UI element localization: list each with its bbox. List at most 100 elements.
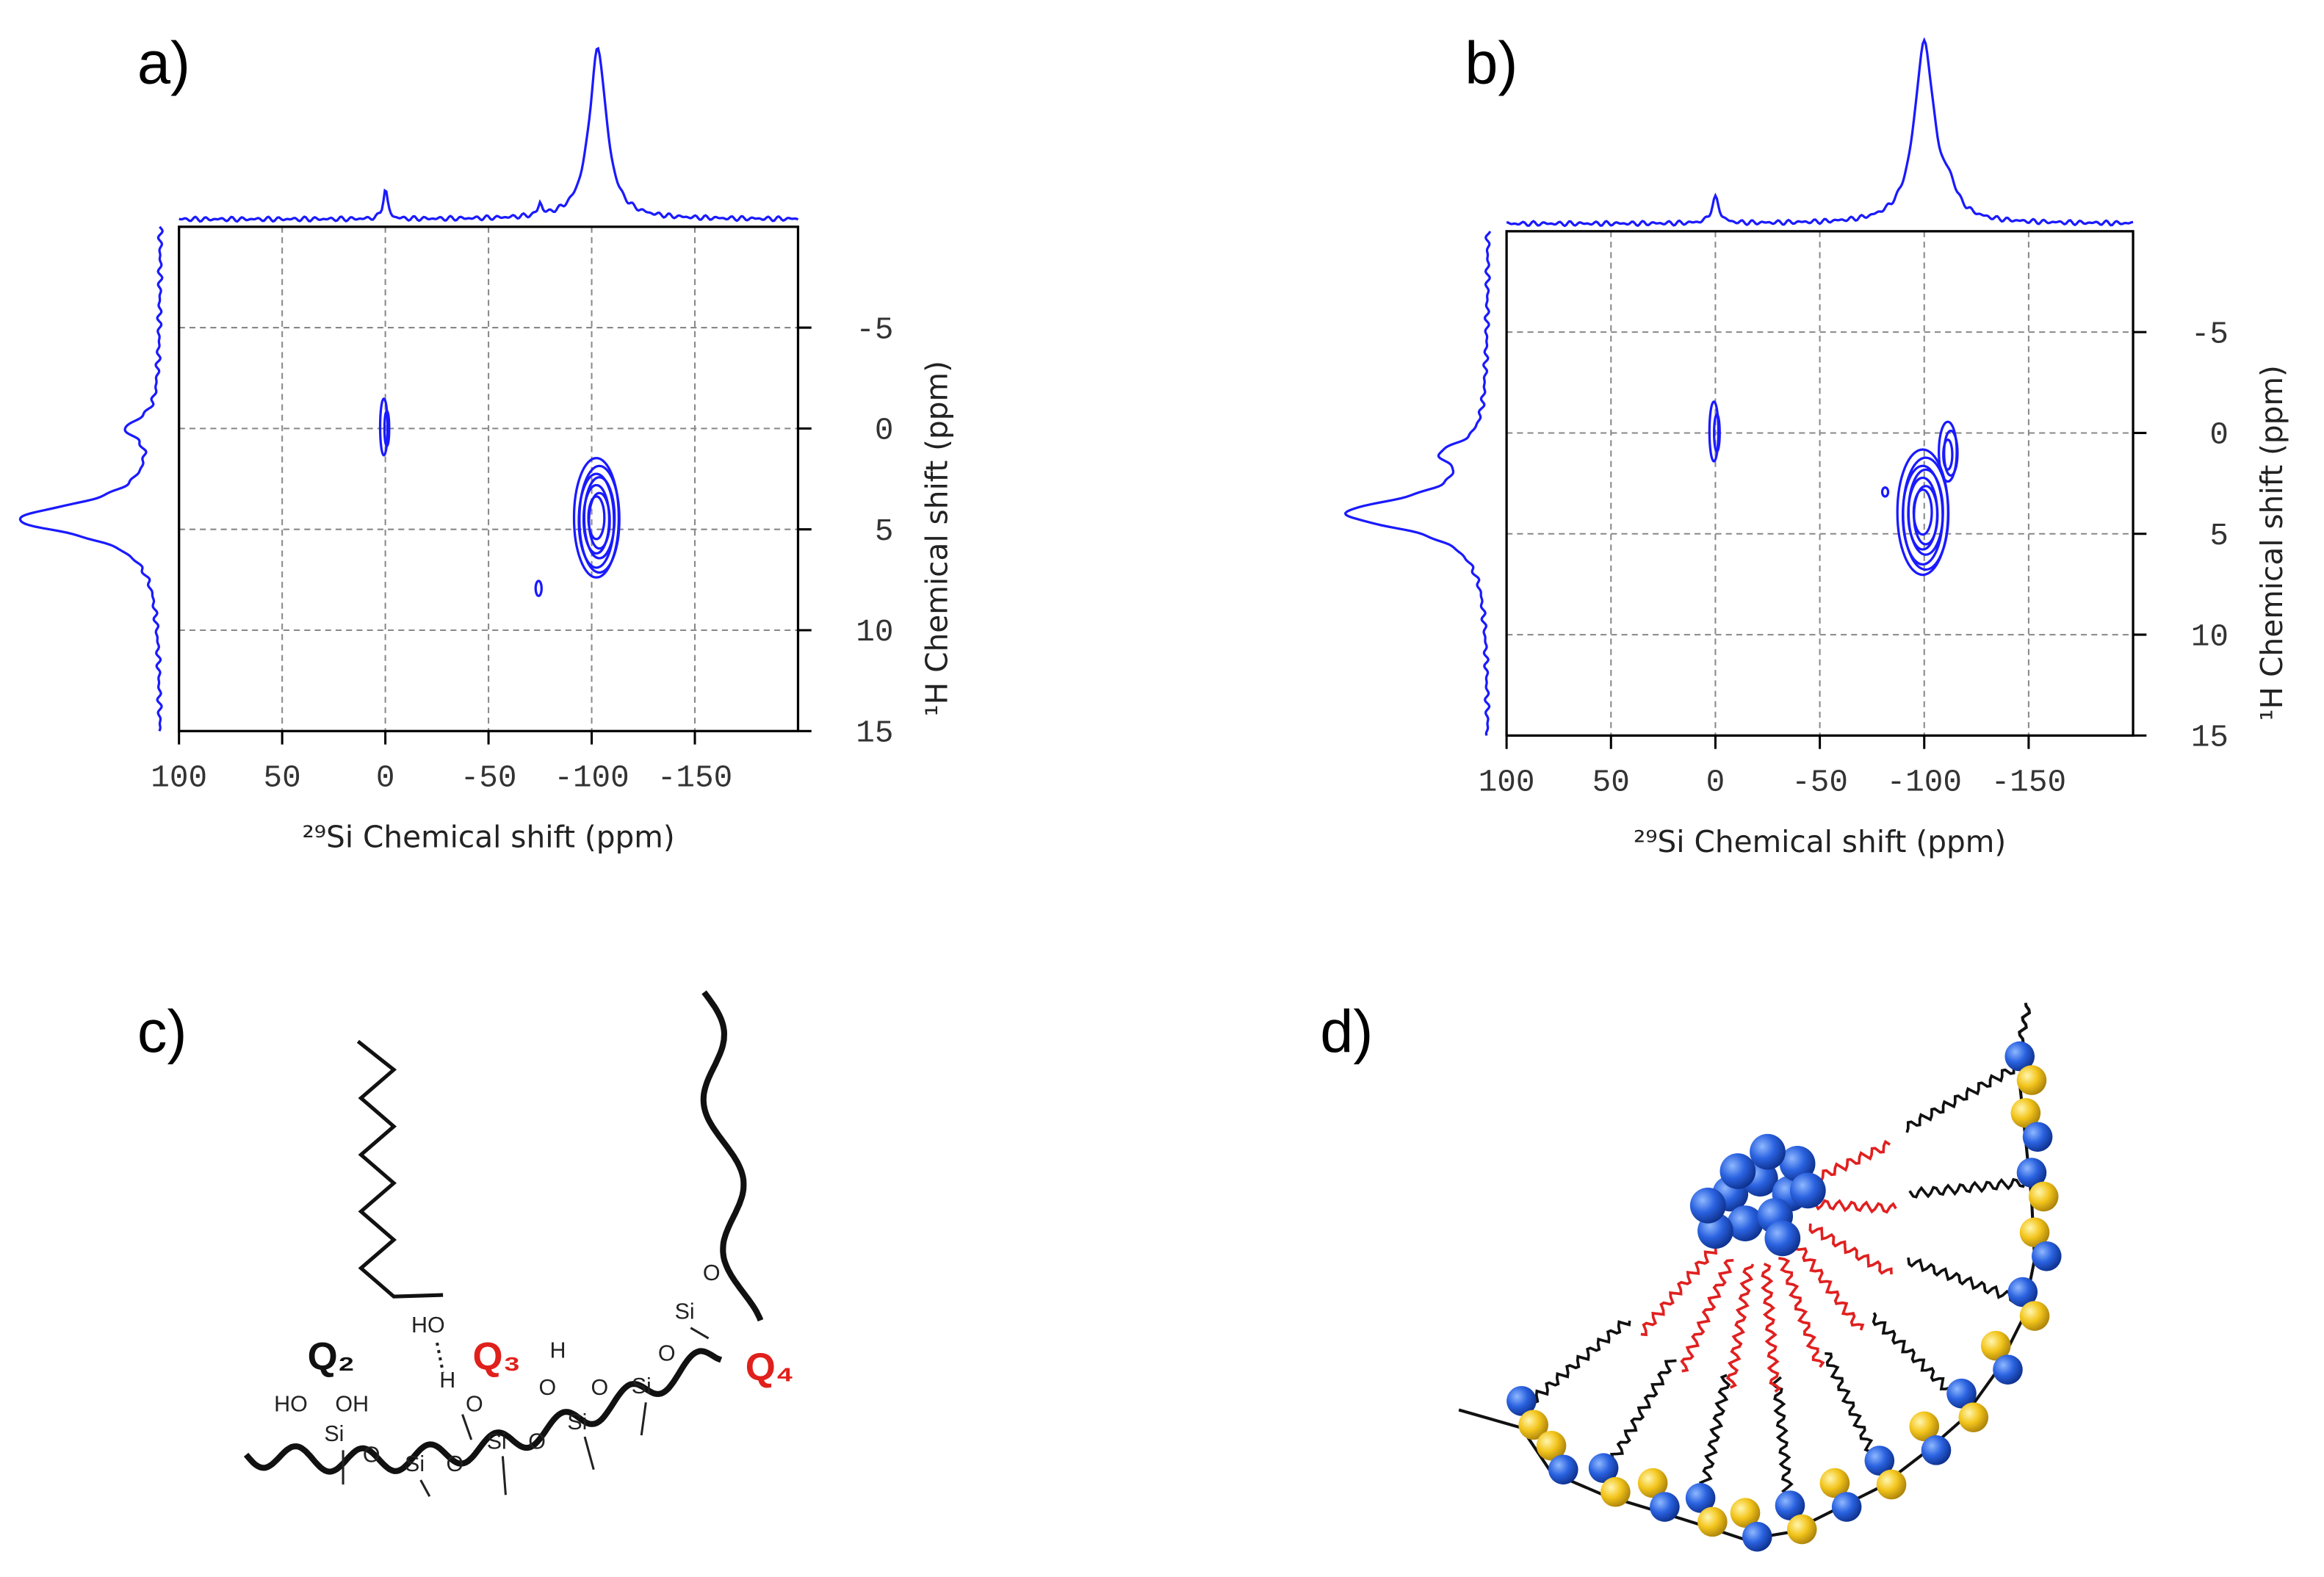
lipid-tail (1905, 1061, 2021, 1133)
atom-label: O (528, 1429, 546, 1454)
x-tick-label: 100 (1479, 765, 1535, 801)
bead (1958, 1402, 1989, 1432)
x-tick-label: -150 (657, 759, 732, 795)
bead (2019, 1217, 2050, 1248)
contour (1713, 413, 1721, 453)
atom-label: Si (632, 1374, 652, 1399)
bond (583, 1436, 595, 1470)
bead (1742, 1521, 1772, 1552)
y-tick-label: 10 (856, 614, 893, 650)
bead (2019, 1301, 2050, 1331)
atom-label: Si (405, 1451, 425, 1476)
atom-label: OH (335, 1392, 369, 1417)
bead (1601, 1476, 1631, 1507)
lipid-tail-red (1725, 1263, 1755, 1389)
panel-label: d) (1320, 998, 1373, 1065)
y-tick-label: -5 (2191, 316, 2229, 352)
x-tick-label: -150 (1991, 765, 2066, 801)
atom-label: O (466, 1392, 483, 1417)
bead (2022, 1122, 2053, 1152)
panel-label: b) (1465, 30, 1518, 97)
x-tick-label: 50 (264, 759, 301, 795)
cluster-bead (1727, 1205, 1764, 1241)
y-tick-label: 0 (2209, 417, 2229, 453)
atom-label: O (658, 1340, 676, 1365)
x-tick-label: 0 (1706, 765, 1725, 801)
bead (2028, 1181, 2059, 1212)
bead (2010, 1097, 2041, 1128)
projection-left (18, 225, 164, 732)
alkyl-chain (700, 990, 764, 1322)
bond (419, 1479, 431, 1498)
contour (1912, 488, 1933, 536)
x-tick-label: 100 (151, 759, 207, 795)
bead (1637, 1468, 1668, 1498)
projection-left (1343, 231, 1492, 737)
plot-frame (178, 225, 800, 732)
y-tick-label: 5 (2209, 518, 2229, 554)
bead (1548, 1454, 1578, 1485)
x-tick-label: 0 (376, 759, 395, 795)
bead (2004, 1041, 2035, 1072)
contour (534, 580, 543, 597)
bond (461, 1414, 473, 1440)
bond (501, 1456, 507, 1495)
x-tick-label: -50 (1791, 765, 1848, 801)
bond (640, 1402, 647, 1436)
y-tick-label: 5 (875, 513, 894, 549)
x-axis-title: ²⁹Si Chemical shift (ppm) (302, 820, 674, 855)
contour (383, 409, 391, 448)
contour (1708, 400, 1720, 463)
lipid-tail-red (1640, 1242, 1718, 1337)
lipid-tail-red (1778, 1257, 1825, 1368)
bead (1864, 1446, 1895, 1476)
y-tick-label: 15 (2191, 720, 2229, 756)
bead (1775, 1490, 1805, 1520)
contour (587, 495, 606, 541)
projection-top (1506, 37, 2134, 228)
bead (2016, 1065, 2047, 1095)
cluster-bead (1779, 1145, 1816, 1182)
bead (2031, 1241, 2062, 1271)
atom-label: Si (567, 1410, 587, 1435)
hydrogen-bond (436, 1342, 445, 1374)
bead (2007, 1277, 2038, 1307)
lipid-tail-red (1680, 1258, 1734, 1373)
cluster-bead (1789, 1172, 1826, 1209)
bead (1685, 1483, 1716, 1513)
tail (2018, 1003, 2032, 1046)
y-tick-label: 15 (856, 715, 893, 751)
bead (1536, 1430, 1567, 1461)
bead (1909, 1411, 1940, 1442)
atom-label: O (591, 1375, 609, 1400)
x-tick-label: 50 (1592, 765, 1630, 801)
q-label: Q₄ (746, 1346, 794, 1389)
lipid-tail (1520, 1320, 1631, 1413)
lipid-tail-red (1808, 1197, 1897, 1214)
atom-label: O (538, 1375, 556, 1400)
projection-top (178, 46, 799, 223)
y-axis-title: ¹H Chemical shift (ppm) (920, 361, 955, 716)
lipid-tail-red (1808, 1223, 1893, 1275)
x-tick-label: -50 (461, 759, 517, 795)
lipid-tail (1907, 1257, 2024, 1304)
atom-label: Si (675, 1299, 695, 1324)
bead (1921, 1435, 1952, 1465)
alkyl-chain (356, 1039, 444, 1299)
y-tick-label: 0 (875, 413, 894, 449)
bead (1588, 1453, 1619, 1484)
atom-label: H (439, 1368, 455, 1393)
atom-label: O (363, 1443, 380, 1468)
x-axis-title: ²⁹Si Chemical shift (ppm) (1634, 824, 2006, 859)
atom-label: HO (274, 1392, 308, 1417)
q-label: Q₂ (308, 1335, 356, 1379)
plot-frame (1505, 230, 2134, 737)
panel-label: c) (137, 998, 187, 1065)
cluster-bead (1750, 1133, 1786, 1170)
bead (1993, 1354, 2023, 1385)
atom-label: HO (411, 1313, 445, 1338)
x-tick-label: -100 (554, 759, 629, 795)
